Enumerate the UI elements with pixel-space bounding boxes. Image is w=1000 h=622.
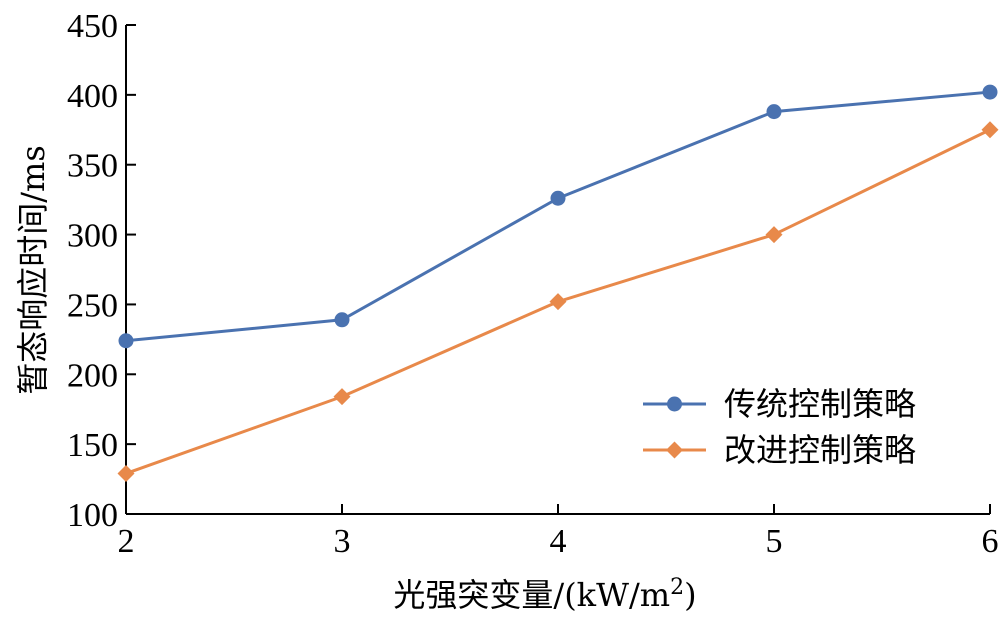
data-point xyxy=(766,104,782,120)
legend-label: 传统控制策略 xyxy=(724,385,916,423)
x-tick-label: 3 xyxy=(334,523,351,560)
series-layer xyxy=(117,84,999,482)
data-point xyxy=(981,121,999,139)
data-point xyxy=(982,84,998,100)
legend-swatch-marker xyxy=(666,441,683,459)
y-tick-label: 250 xyxy=(67,287,118,324)
legend-swatch-marker xyxy=(667,396,682,412)
x-axis-title: 光强突变量/(kW/m2) xyxy=(393,575,696,614)
data-point xyxy=(117,464,135,482)
x-tick-label: 2 xyxy=(118,523,135,560)
y-tick-label: 450 xyxy=(67,8,118,45)
y-tick-label: 150 xyxy=(67,427,118,464)
y-tick-label: 100 xyxy=(67,497,118,534)
data-point xyxy=(333,388,351,406)
legend-label: 改进控制策略 xyxy=(724,431,916,469)
y-tick-label: 200 xyxy=(67,357,118,394)
data-point xyxy=(549,293,567,311)
y-tick-label: 400 xyxy=(67,78,118,115)
data-point xyxy=(118,333,134,349)
x-tick-label: 6 xyxy=(982,523,999,560)
axes: 100 150 200 250 300 350 400 450 2 3 4 5 6 xyxy=(67,8,999,560)
y-tick-label: 350 xyxy=(67,148,118,185)
data-point xyxy=(765,226,783,244)
x-tick-label: 5 xyxy=(766,523,783,560)
x-tick-label: 4 xyxy=(550,523,567,560)
y-axis-title: 暂态响应时间/ms xyxy=(14,145,52,395)
data-point xyxy=(550,190,566,206)
y-tick-label: 300 xyxy=(67,218,118,255)
data-point xyxy=(334,312,350,328)
